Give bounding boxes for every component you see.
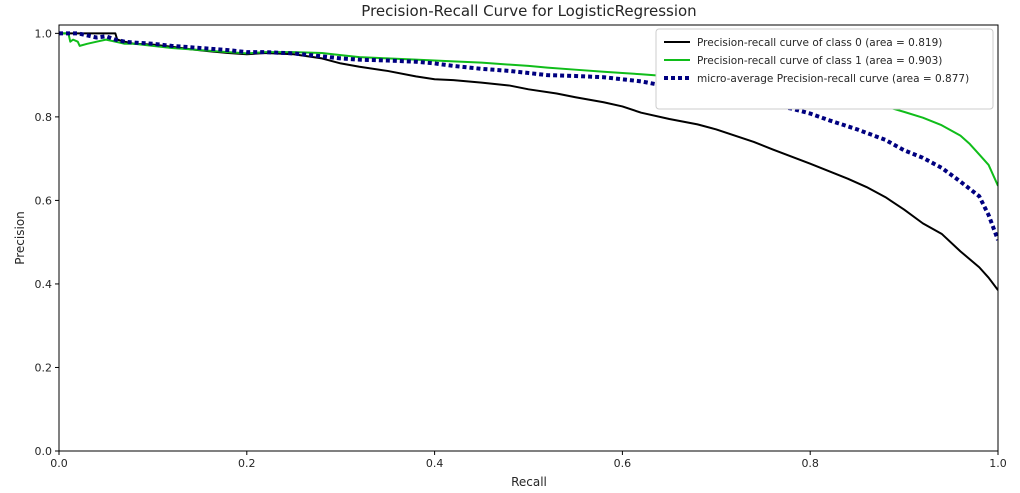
legend-label-1: Precision-recall curve of class 1 (area … <box>697 55 942 67</box>
x-tick-label: 0.8 <box>801 457 819 470</box>
x-tick-label: 0.2 <box>238 457 256 470</box>
x-axis-title: Recall <box>511 475 547 489</box>
x-axis: 0.0 0.2 0.4 0.6 0.8 1.0 <box>50 451 1007 470</box>
y-tick-label: 0.4 <box>35 278 53 291</box>
y-tick-label: 0.0 <box>35 445 53 458</box>
legend-label-2: micro-average Precision-recall curve (ar… <box>697 73 969 85</box>
x-tick-label: 0.6 <box>614 457 632 470</box>
legend-items: Precision-recall curve of class 0 (area … <box>664 37 969 85</box>
x-tick-label: 0.0 <box>50 457 68 470</box>
legend-label-0: Precision-recall curve of class 0 (area … <box>697 37 942 49</box>
y-tick-label: 1.0 <box>35 27 53 40</box>
chart-title: Precision-Recall Curve for LogisticRegre… <box>361 2 696 20</box>
legend-box <box>655 28 994 110</box>
plot-frame <box>58 24 999 452</box>
y-tick-label: 0.8 <box>35 111 53 124</box>
y-axis-title: Precision <box>13 211 27 265</box>
x-tick-label: 1.0 <box>989 457 1007 470</box>
x-tick-label: 0.4 <box>426 457 444 470</box>
series-line-2 <box>59 31 998 241</box>
legend: Precision-recall curve of class 0 (area … <box>655 28 994 110</box>
y-tick-label: 0.2 <box>35 361 53 374</box>
y-tick-label: 0.6 <box>35 194 53 207</box>
y-axis: 0.0 0.2 0.4 0.6 0.8 1.0 <box>35 27 59 458</box>
